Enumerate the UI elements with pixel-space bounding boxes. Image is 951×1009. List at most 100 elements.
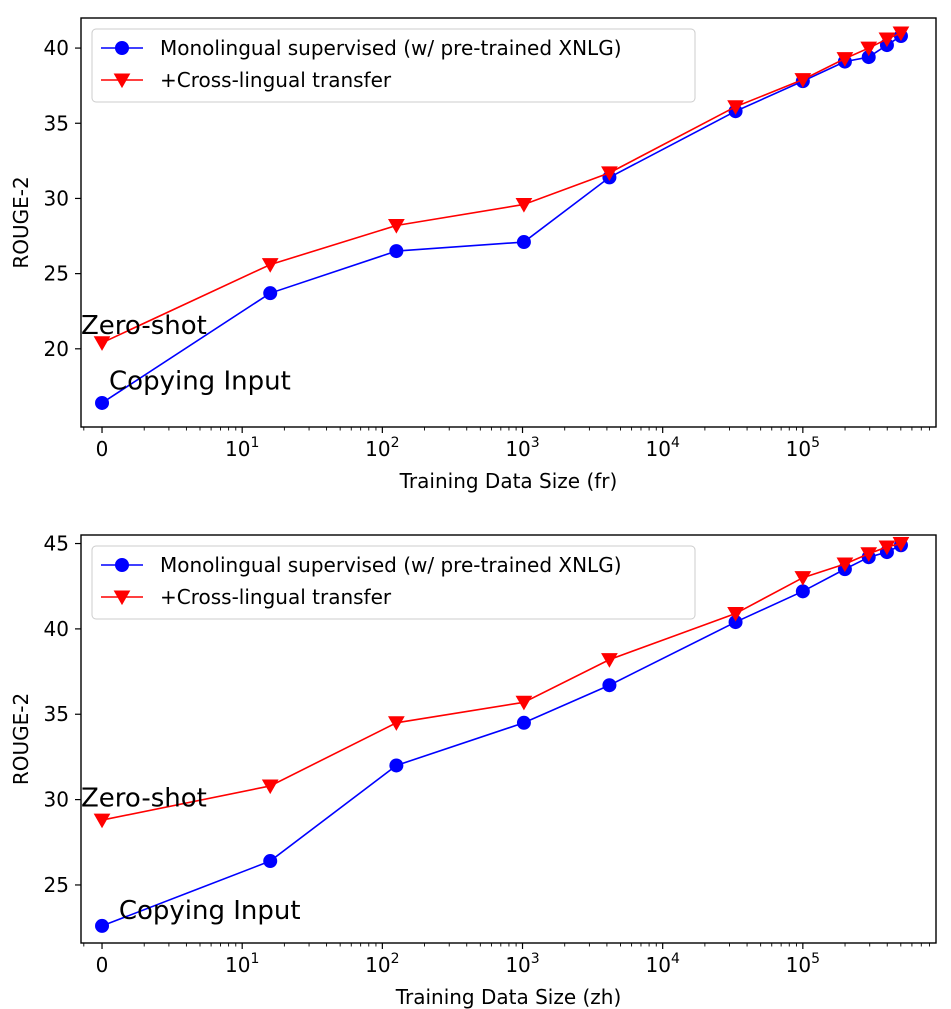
data-point (515, 695, 533, 711)
x-tick-base: 10 (365, 437, 390, 461)
data-point (727, 607, 744, 622)
y-tick-label: 35 (44, 111, 69, 135)
y-tick-label: 25 (44, 262, 69, 286)
legend-circle-marker (115, 41, 129, 55)
x-tick-base: 10 (645, 437, 670, 461)
x-tick-base: 10 (786, 437, 811, 461)
x-tick-base: 10 (225, 953, 250, 977)
x-tick-base: 0 (96, 437, 109, 461)
x-tick-label: 101 (225, 435, 259, 461)
x-tick-exponent: 5 (811, 951, 820, 967)
data-point (93, 813, 111, 829)
legend-label: +Cross-lingual transfer (160, 585, 392, 609)
x-tick-exponent: 1 (250, 435, 259, 451)
x-tick-exponent: 4 (671, 951, 680, 967)
y-tick-label: 40 (44, 617, 69, 641)
legend-label: +Cross-lingual transfer (160, 68, 392, 92)
x-tick-label: 103 (505, 435, 539, 461)
x-tick-exponent: 5 (811, 435, 820, 451)
x-tick-label: 0 (96, 953, 109, 977)
y-tick-label: 40 (44, 36, 69, 60)
annotation-copying-input: Copying Input (119, 896, 301, 926)
y-axis-title: ROUGE-2 (9, 176, 33, 268)
x-tick-label: 104 (645, 951, 679, 977)
legend-triangle-marker (113, 590, 131, 606)
legend-entry: +Cross-lingual transfer (101, 68, 392, 92)
legend-frame (91, 545, 696, 620)
data-point (388, 716, 405, 731)
y-axis-title: ROUGE-2 (9, 693, 33, 785)
data-point (836, 52, 854, 67)
legend-entry: Monolingual supervised (w/ pre-trained X… (101, 553, 622, 577)
data-point (727, 100, 744, 115)
y-tick-label: 30 (44, 788, 69, 812)
legend-label: Monolingual supervised (w/ pre-trained X… (160, 36, 622, 60)
y-tick-label: 30 (44, 186, 69, 210)
legend-entry: +Cross-lingual transfer (101, 585, 392, 609)
x-tick-base: 10 (505, 437, 530, 461)
x-tick-label: 105 (786, 951, 820, 977)
data-point (263, 854, 278, 869)
x-tick-base: 10 (786, 953, 811, 977)
x-tick-base: 10 (225, 437, 250, 461)
data-point (93, 336, 111, 351)
data-point (516, 235, 531, 250)
data-point (878, 32, 896, 48)
y-tick-label: 20 (44, 337, 69, 361)
x-tick-base: 10 (365, 953, 390, 977)
x-tick-base: 10 (505, 953, 530, 977)
data-point (860, 547, 878, 562)
data-point (388, 219, 405, 234)
data-point (794, 73, 812, 88)
x-tick-label: 103 (505, 951, 539, 977)
x-tick-exponent: 4 (671, 435, 680, 451)
legend-entry: Monolingual supervised (w/ pre-trained X… (101, 36, 622, 60)
legend-frame (91, 28, 696, 103)
legend-label: Monolingual supervised (w/ pre-trained X… (160, 553, 622, 577)
legend: Monolingual supervised (w/ pre-trained X… (91, 545, 696, 620)
x-tick-label: 102 (365, 435, 399, 461)
legend-circle-marker (115, 558, 129, 572)
data-point (892, 26, 910, 42)
y-tick-label: 25 (44, 873, 69, 897)
series-cross-lingual (93, 537, 910, 829)
data-point (261, 779, 279, 795)
data-point (516, 715, 531, 730)
data-point (860, 41, 878, 57)
x-tick-exponent: 2 (391, 435, 400, 451)
data-point (389, 244, 404, 259)
y-tick-label: 35 (44, 702, 69, 726)
x-tick-label: 0 (96, 437, 109, 461)
data-point (263, 286, 278, 301)
data-point (892, 537, 910, 552)
x-axis-title: Training Data Size (fr) (399, 469, 618, 493)
annotation-zero-shot: Zero-shot (81, 783, 207, 813)
x-tick-label: 105 (786, 435, 820, 461)
data-point (794, 571, 812, 586)
data-point (601, 653, 618, 668)
annotation-copying-input: Copying Input (109, 366, 291, 396)
y-tick-label: 45 (44, 532, 69, 556)
data-point (95, 918, 110, 933)
series-cross-lingual (93, 26, 910, 351)
data-point (602, 678, 617, 693)
data-point (515, 197, 533, 213)
data-point (601, 166, 618, 182)
x-tick-exponent: 3 (531, 951, 540, 967)
x-tick-label: 102 (365, 951, 399, 977)
data-point (95, 395, 110, 410)
legend-triangle-marker (113, 73, 131, 89)
data-point (261, 258, 279, 273)
x-tick-label: 101 (225, 951, 259, 977)
x-tick-base: 0 (96, 953, 109, 977)
x-tick-exponent: 2 (391, 951, 400, 967)
x-tick-label: 104 (645, 435, 679, 461)
data-point (836, 557, 854, 573)
x-tick-exponent: 1 (250, 951, 259, 967)
legend: Monolingual supervised (w/ pre-trained X… (91, 28, 696, 103)
data-point (795, 584, 810, 599)
annotation-zero-shot: Zero-shot (81, 311, 207, 341)
